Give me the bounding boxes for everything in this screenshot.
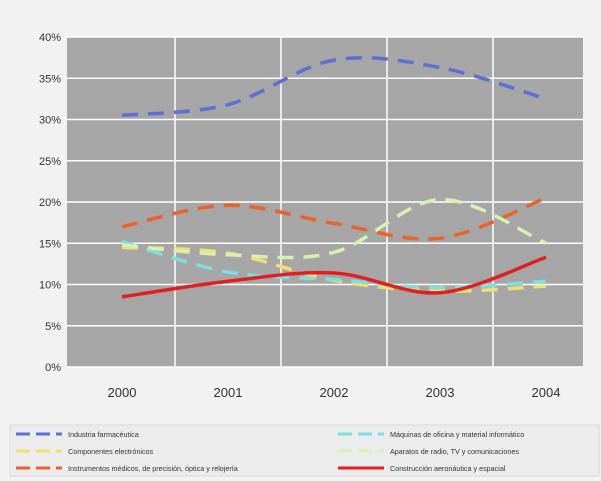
x-tick-label: 2003 — [426, 385, 455, 400]
series-line-6 — [121, 255, 547, 299]
x-gridlines — [174, 37, 494, 367]
legend-label-2: Componentes electrónicos — [68, 447, 154, 456]
series-line-3 — [121, 196, 547, 241]
y-tick-label: 20% — [39, 197, 61, 209]
y-tick-label: 40% — [39, 32, 61, 44]
series-line-4 — [121, 239, 547, 290]
x-axis-tick-labels: 2000 2001 2002 2003 2004 — [108, 385, 561, 400]
legend-box — [9, 424, 600, 477]
legend-label-3: Instrumentos médicos, de precisión, ópti… — [68, 464, 238, 473]
legend: Industria farmacéutica Componentes electr… — [16, 430, 524, 473]
legend-label-6: Construcción aeronáutica y espacial — [390, 464, 506, 473]
y-axis-tick-labels: 0% 5% 10% 15% 20% 25% 30% 35% 40% — [39, 32, 61, 374]
legend-label-5: Aparatos de radio, TV y comunicaciones — [390, 447, 519, 456]
legend-label-4: Máquinas de oficina y material informáti… — [390, 430, 524, 439]
series-line-5 — [121, 197, 547, 260]
series-lines — [121, 55, 547, 299]
x-tick-label: 2004 — [532, 385, 561, 400]
x-tick-label: 2002 — [320, 385, 349, 400]
y-tick-label: 30% — [39, 115, 61, 127]
y-tick-label: 0% — [45, 362, 61, 374]
y-tick-label: 5% — [45, 321, 61, 333]
y-tick-label: 10% — [39, 280, 61, 292]
legend-label-1: Industria farmacéutica — [68, 430, 139, 439]
y-tick-label: 35% — [39, 73, 61, 85]
x-tick-label: 2000 — [108, 385, 137, 400]
x-tick-label: 2001 — [214, 385, 243, 400]
series-line-1 — [121, 55, 547, 118]
y-gridlines — [67, 36, 583, 368]
y-tick-label: 25% — [39, 156, 61, 168]
y-tick-label: 15% — [39, 238, 61, 250]
